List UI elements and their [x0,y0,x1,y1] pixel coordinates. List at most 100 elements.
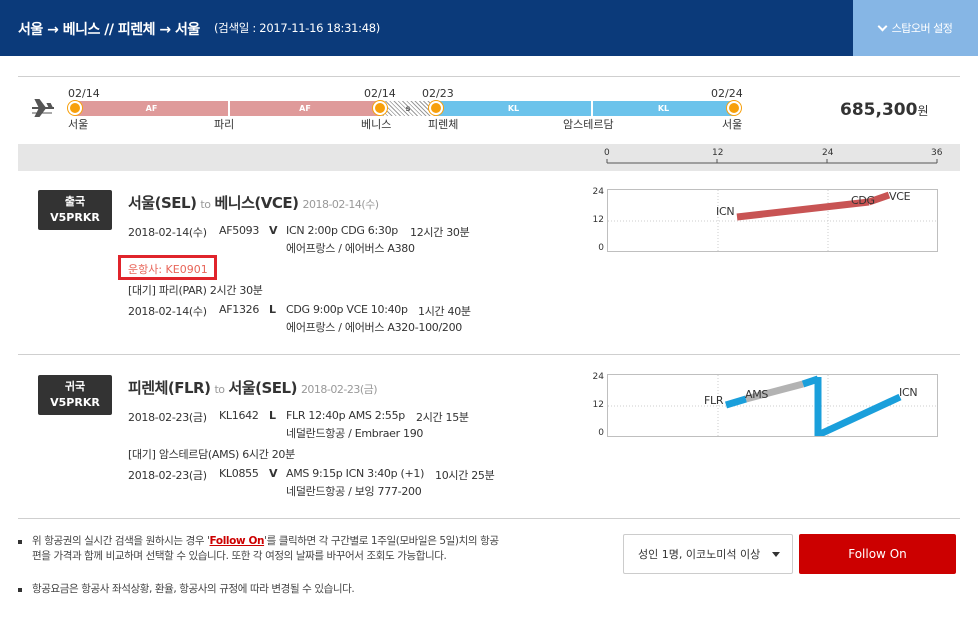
timeline-date: 02/14 [68,87,100,100]
follow-on-link[interactable]: Follow On [209,535,265,547]
stopover-label: 스탑오버 설정 [891,22,953,35]
chart-airport-label: FLR [704,394,724,407]
layover-line [745,380,804,403]
timeline-node [373,101,387,115]
flight-carrier: 네덜란드항공 / 보잉 777-200 [286,485,422,498]
segment-stopover: s [380,101,436,116]
flight-leg-line [867,191,891,206]
scale-tick: 24 [822,148,834,158]
y-tick: 0 [598,243,604,253]
flight-date: 2018-02-14(수) [128,226,207,239]
passenger-class-select[interactable]: 성인 1명, 이코노미석 이상 [623,534,793,574]
price-unit: 원 [917,104,929,118]
flight-carrier: 에어프랑스 / 에어버스 A380 [286,242,415,255]
flight-leg-line [736,198,870,221]
badge-code: V5PRKR [50,211,100,224]
divider [18,518,960,519]
y-tick: 12 [592,400,604,410]
timeline-node [429,101,443,115]
follow-on-label: Follow On [848,547,907,561]
time-scale-bar [18,144,960,171]
booking-class: L [269,303,276,316]
route-title: 서울 → 베니스 // 피렌체 → 서울 [18,22,200,38]
booking-class: V [269,224,278,237]
layover-info: [대기] 파리(PAR) 2시간 30분 [128,284,263,297]
flight-route: AMS 9:15p ICN 3:40p (+1) [286,467,425,480]
inbound-date: 2018-02-23(금) [300,383,378,396]
booking-class: V [269,467,278,480]
flight-route: ICN 2:00p CDG 6:30p [286,224,398,237]
scale-tick: 0 [604,148,610,158]
flight-duration: 12시간 30분 [410,226,470,239]
note-text: 위 항공권의 실시간 검색을 원하시는 경우 ' [32,535,210,547]
outbound-time-chart [607,189,938,252]
flight-duration: 2시간 15분 [416,411,469,424]
flight-duration: 1시간 40분 [418,305,471,318]
flight-route: CDG 9:00p VCE 10:40p [286,303,408,316]
badge-direction: 귀국 [64,380,86,393]
flight-date: 2018-02-23(금) [128,469,207,482]
page-header: 서울 → 베니스 // 피렌체 → 서울 (검색일 : 2017-11-16 1… [0,0,978,56]
flight-leg-line [724,395,748,409]
timeline-city: 베니스 [361,118,392,131]
divider [18,354,960,355]
to-word: to [200,198,211,211]
operating-carrier: 운항사: KE0901 [128,263,208,276]
layover-info: [대기] 암스테르담(AMS) 6시간 20분 [128,448,295,461]
inbound-badge: 귀국 V5PRKR [38,375,112,415]
y-tick: 0 [598,428,604,438]
search-date: (검색일 : 2017-11-16 18:31:48) [214,21,380,35]
flight-number: KL0855 [219,467,259,480]
chevron-down-icon [877,21,888,31]
chart-airport-label: ICN [899,386,918,399]
outbound-title: 서울(SEL) to 베니스(VCE) 2018-02-14(수) [128,192,379,213]
stopover-settings-button[interactable]: 스탑오버 설정 [853,0,978,56]
timeline-city: 서울 [68,118,89,131]
outbound-from: 서울(SEL) [128,194,197,212]
timeline-node [727,101,741,115]
scale-tick: 12 [712,148,724,158]
note-fare-change: 항공요금은 항공사 좌석상황, 환율, 항공사의 규정에 따라 변경될 수 있습… [32,583,355,595]
timeline-city: 피렌체 [428,118,459,131]
note-realtime: 위 항공권의 실시간 검색을 원하시는 경우 'Follow On'를 클릭하면… [32,534,506,564]
price-amount: 685,300 [840,100,918,120]
flight-number: KL1642 [219,409,259,422]
pax-select-value: 성인 1명, 이코노미석 이상 [638,548,761,561]
timeline-date: 02/14 [364,87,396,100]
flight-duration: 10시간 25분 [435,469,495,482]
flight-number: AF1326 [219,303,260,316]
inbound-title: 피렌체(FLR) to 서울(SEL) 2018-02-23(금) [128,377,378,398]
inbound-time-chart [607,374,938,437]
outbound-to: 베니스(VCE) [214,194,299,212]
time-scale-axis [606,159,938,164]
chart-airport-label: AMS [745,388,769,401]
y-tick: 12 [592,215,604,225]
timeline-city: 암스테르담 [563,118,614,131]
note-text: '를 클릭하면 각 구간별로 1주일(모바일은 5일)치의 항공편을 가격과 함… [32,535,499,562]
follow-on-button[interactable]: Follow On [799,534,956,574]
scale-tick: 36 [931,148,943,158]
flight-date: 2018-02-23(금) [128,411,207,424]
timeline-city: 파리 [214,118,235,131]
chart-airport-label: ICN [716,205,735,218]
outbound-date: 2018-02-14(수) [302,198,379,211]
chart-airport-label: VCE [889,190,911,203]
flight-carrier: 네덜란드항공 / Embraer 190 [286,427,424,440]
badge-code: V5PRKR [50,396,100,409]
segment-af-1: AF [75,101,228,116]
outbound-badge: 출국 V5PRKR [38,190,112,230]
segment-kl-1: KL [436,101,591,116]
to-word: to [214,383,225,396]
operator-highlight [118,255,217,280]
timeline-date: 02/23 [422,87,454,100]
divider [18,76,960,77]
flight-route: FLR 12:40p AMS 2:55p [286,409,405,422]
inbound-from: 피렌체(FLR) [128,379,211,397]
bullet-icon [18,588,22,592]
segment-af-2: AF [230,101,380,116]
timeline-node [68,101,82,115]
flight-carrier: 에어프랑스 / 에어버스 A320-100/200 [286,321,462,334]
flight-date: 2018-02-14(수) [128,305,207,318]
y-tick: 24 [592,187,604,197]
airplane-icon [32,99,54,117]
